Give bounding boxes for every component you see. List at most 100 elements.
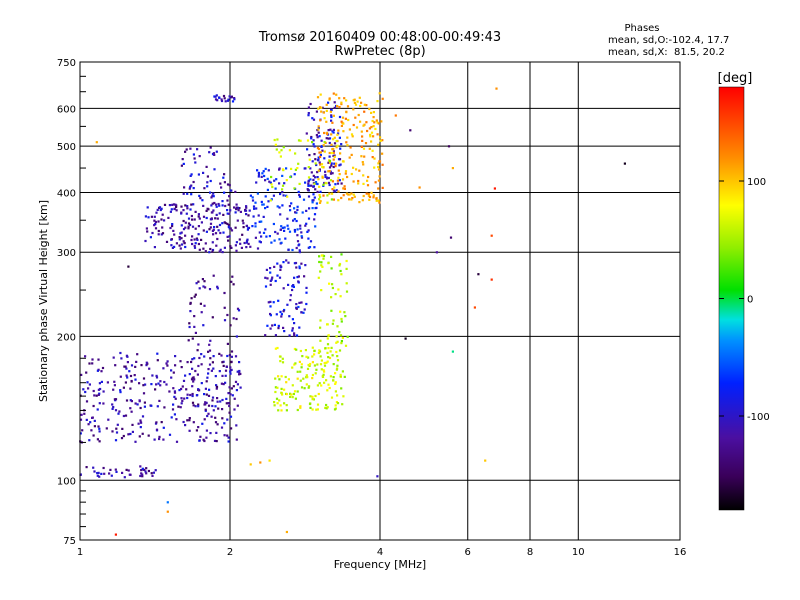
data-point xyxy=(230,361,233,364)
data-point xyxy=(205,230,208,233)
data-point xyxy=(378,175,381,178)
data-point xyxy=(209,146,212,149)
data-point xyxy=(298,243,301,246)
data-point xyxy=(236,370,239,373)
data-point xyxy=(175,209,178,212)
data-point xyxy=(320,110,323,113)
data-point xyxy=(316,403,320,406)
data-point xyxy=(245,206,248,209)
data-point xyxy=(368,195,372,198)
data-point xyxy=(352,123,355,127)
data-point xyxy=(238,369,241,373)
data-point xyxy=(186,207,189,210)
data-point xyxy=(296,167,299,170)
data-point xyxy=(220,186,223,189)
data-point xyxy=(144,239,147,243)
data-point xyxy=(447,145,451,148)
data-point xyxy=(211,248,215,252)
data-point xyxy=(328,161,331,164)
data-point xyxy=(211,211,214,214)
data-point xyxy=(328,141,331,145)
data-point xyxy=(242,222,245,225)
data-point xyxy=(235,424,238,427)
data-point xyxy=(220,426,224,429)
data-point xyxy=(203,355,206,358)
data-point xyxy=(360,145,363,148)
data-point xyxy=(203,280,206,283)
data-point xyxy=(290,393,293,396)
data-point xyxy=(345,99,348,102)
data-point xyxy=(305,383,308,386)
data-point xyxy=(220,99,224,103)
data-point xyxy=(282,287,285,290)
data-point xyxy=(335,146,338,149)
data-point xyxy=(314,176,317,179)
data-point xyxy=(477,273,480,276)
data-point xyxy=(212,409,215,412)
data-point xyxy=(275,313,278,316)
data-point xyxy=(233,397,236,400)
data-point xyxy=(318,382,321,385)
data-point xyxy=(295,211,298,214)
data-point xyxy=(98,440,101,443)
data-point xyxy=(309,362,312,366)
data-point xyxy=(325,361,328,364)
data-point xyxy=(309,402,312,405)
data-point xyxy=(342,194,345,197)
data-point xyxy=(323,141,326,144)
data-point xyxy=(174,364,177,367)
data-point xyxy=(293,173,296,176)
data-point xyxy=(370,131,374,134)
data-point xyxy=(100,370,103,373)
data-point xyxy=(362,163,365,166)
data-point xyxy=(286,217,289,220)
data-point xyxy=(307,179,310,182)
data-point xyxy=(143,401,146,404)
data-point xyxy=(340,387,343,390)
data-point xyxy=(184,234,187,237)
data-point xyxy=(317,128,320,131)
data-point xyxy=(327,262,330,265)
data-point xyxy=(88,439,91,442)
data-point xyxy=(155,374,158,377)
data-point xyxy=(228,184,231,187)
data-point xyxy=(190,214,193,218)
data-point xyxy=(331,354,334,357)
data-point xyxy=(255,207,258,210)
data-point xyxy=(316,408,319,411)
data-point xyxy=(316,136,319,139)
data-point xyxy=(269,300,272,303)
data-point xyxy=(254,236,257,239)
data-point xyxy=(345,259,348,263)
data-point xyxy=(145,361,148,364)
data-point xyxy=(214,98,218,101)
y-tick-label: 500 xyxy=(57,142,76,153)
data-point xyxy=(212,209,215,212)
data-point xyxy=(197,233,200,236)
data-point xyxy=(194,405,197,408)
data-point xyxy=(153,219,156,222)
data-point xyxy=(273,265,276,268)
data-point xyxy=(135,360,138,363)
data-point xyxy=(312,185,315,188)
data-point xyxy=(260,235,263,238)
data-point xyxy=(198,194,201,197)
data-point xyxy=(336,182,340,185)
data-point xyxy=(307,217,311,220)
data-point xyxy=(308,154,311,157)
data-point xyxy=(145,467,148,470)
data-point xyxy=(201,199,204,202)
data-point xyxy=(119,389,122,392)
data-point xyxy=(138,400,141,403)
stats-heading: Phases xyxy=(624,23,659,34)
data-point xyxy=(322,144,325,147)
data-point xyxy=(224,369,228,372)
data-point xyxy=(226,313,229,317)
data-point xyxy=(262,215,265,218)
data-point xyxy=(409,129,412,132)
data-point xyxy=(228,386,231,389)
data-point xyxy=(264,285,268,288)
data-point xyxy=(376,100,379,103)
data-point xyxy=(377,162,380,165)
data-point xyxy=(103,472,106,475)
